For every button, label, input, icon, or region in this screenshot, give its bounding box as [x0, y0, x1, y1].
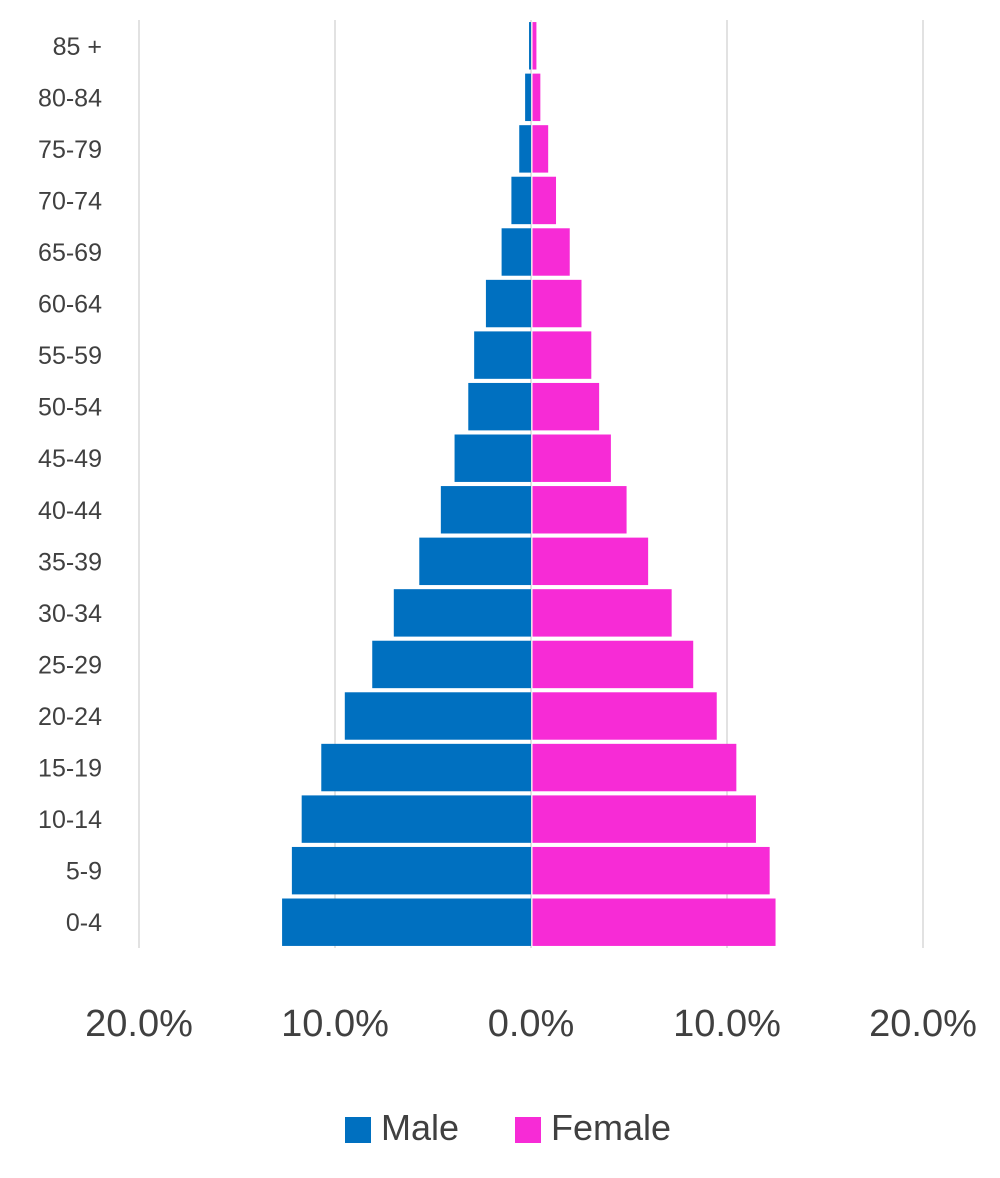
bar-female-5 — [532, 279, 582, 328]
x-tick-label-4: 20.0% — [869, 1003, 977, 1045]
bar-female-6 — [532, 331, 592, 379]
bar-male-7 — [468, 382, 531, 431]
age-group-label-8: 45-49 — [38, 445, 102, 473]
legend-label-male: Male — [381, 1107, 459, 1148]
bar-male-8 — [454, 434, 531, 482]
x-tick-label-0: 20.0% — [85, 1003, 193, 1045]
bar-male-16 — [291, 846, 531, 895]
bar-female-1 — [532, 73, 541, 122]
age-group-label-10: 35-39 — [38, 548, 102, 576]
age-group-label-0: 85 + — [53, 33, 102, 61]
bar-female-8 — [532, 434, 611, 482]
bar-female-14 — [532, 743, 737, 792]
bar-male-9 — [440, 486, 531, 534]
bar-female-15 — [532, 795, 756, 843]
bars — [282, 22, 776, 946]
legend-swatch-male — [345, 1117, 371, 1143]
age-group-label-17: 0-4 — [66, 909, 102, 937]
bar-female-4 — [532, 228, 570, 276]
age-group-label-5: 60-64 — [38, 291, 102, 319]
bar-male-4 — [501, 228, 531, 276]
age-group-label-13: 20-24 — [38, 703, 102, 731]
bar-male-3 — [511, 176, 531, 225]
bar-female-12 — [532, 640, 694, 689]
bar-male-15 — [301, 795, 531, 843]
age-group-label-2: 75-79 — [38, 136, 102, 164]
age-group-label-15: 10-14 — [38, 806, 102, 834]
bar-male-17 — [282, 898, 531, 946]
bar-male-2 — [519, 125, 531, 173]
bar-male-5 — [485, 279, 531, 328]
grid-lines — [138, 20, 924, 948]
age-group-label-14: 15-19 — [38, 755, 102, 783]
bar-female-10 — [532, 537, 649, 586]
x-tick-label-2: 0.0% — [488, 1003, 575, 1045]
bar-male-1 — [525, 73, 531, 122]
age-group-label-6: 55-59 — [38, 342, 102, 370]
bar-male-6 — [474, 331, 531, 379]
bar-female-0 — [532, 22, 537, 70]
bar-female-2 — [532, 125, 549, 173]
age-group-label-9: 40-44 — [38, 497, 102, 525]
age-group-label-11: 30-34 — [38, 600, 102, 628]
bar-female-9 — [532, 486, 627, 534]
legend: Male Female — [345, 1107, 671, 1148]
age-group-label-12: 25-29 — [38, 651, 102, 679]
x-tick-label-3: 10.0% — [673, 1003, 781, 1045]
age-group-axis: 85 + 80-84 75-79 70-74 65-69 60-64 55-59 50-54 4… — [38, 33, 102, 937]
legend-swatch-female — [515, 1117, 541, 1143]
bar-female-3 — [532, 176, 557, 225]
x-axis-ticks: 20.0% 10.0% 0.0% 10.0% 20.0% — [85, 1003, 977, 1045]
x-tick-label-1: 10.0% — [281, 1003, 389, 1045]
age-group-label-16: 5-9 — [66, 858, 102, 886]
bar-male-13 — [344, 692, 531, 740]
bar-female-7 — [532, 382, 600, 431]
bar-female-11 — [532, 589, 672, 637]
age-group-label-3: 70-74 — [38, 187, 102, 215]
bar-female-17 — [532, 898, 776, 946]
legend-label-female: Female — [551, 1107, 671, 1148]
bar-male-0 — [529, 22, 531, 70]
age-group-label-7: 50-54 — [38, 394, 102, 422]
bar-male-12 — [372, 640, 531, 689]
bar-male-14 — [321, 743, 531, 792]
bar-female-16 — [532, 846, 770, 895]
bar-female-13 — [532, 692, 717, 740]
age-group-label-1: 80-84 — [38, 84, 102, 112]
bar-male-11 — [393, 589, 531, 637]
age-group-label-4: 65-69 — [38, 239, 102, 267]
bar-male-10 — [419, 537, 531, 586]
